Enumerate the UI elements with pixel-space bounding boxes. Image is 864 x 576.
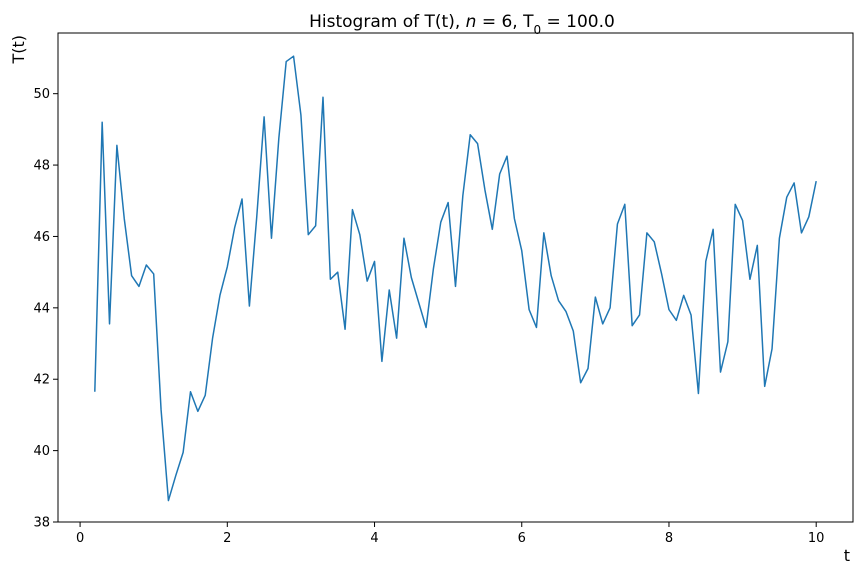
y-tick-label: 46 xyxy=(33,230,50,245)
y-axis-label: T(t) xyxy=(9,35,28,65)
y-tick-label: 48 xyxy=(33,159,50,174)
y-tick-label: 50 xyxy=(33,87,50,102)
x-tick-label: 2 xyxy=(223,531,231,546)
series-line xyxy=(94,55,817,502)
title-middle: = 6, T xyxy=(476,12,534,32)
chart-title: Histogram of T(t), n = 6, T0 = 100.0 xyxy=(309,12,615,37)
title-prefix: Histogram of T(t), xyxy=(309,12,466,32)
x-tick-label: 4 xyxy=(370,531,378,546)
y-tick-label: 42 xyxy=(33,373,50,388)
x-tick-label: 10 xyxy=(808,531,825,546)
x-tick-label: 0 xyxy=(76,531,84,546)
plot-frame xyxy=(57,32,854,523)
x-tick-label: 6 xyxy=(518,531,526,546)
title-suffix: = 100.0 xyxy=(541,12,615,32)
y-tick-label: 40 xyxy=(33,444,50,459)
x-axis-label: t xyxy=(844,546,850,565)
y-tick-label: 44 xyxy=(33,301,50,316)
x-tick-label: 8 xyxy=(665,531,673,546)
title-variable: n xyxy=(466,12,477,32)
y-tick-label: 38 xyxy=(33,516,50,531)
title-subscript: 0 xyxy=(533,23,541,37)
